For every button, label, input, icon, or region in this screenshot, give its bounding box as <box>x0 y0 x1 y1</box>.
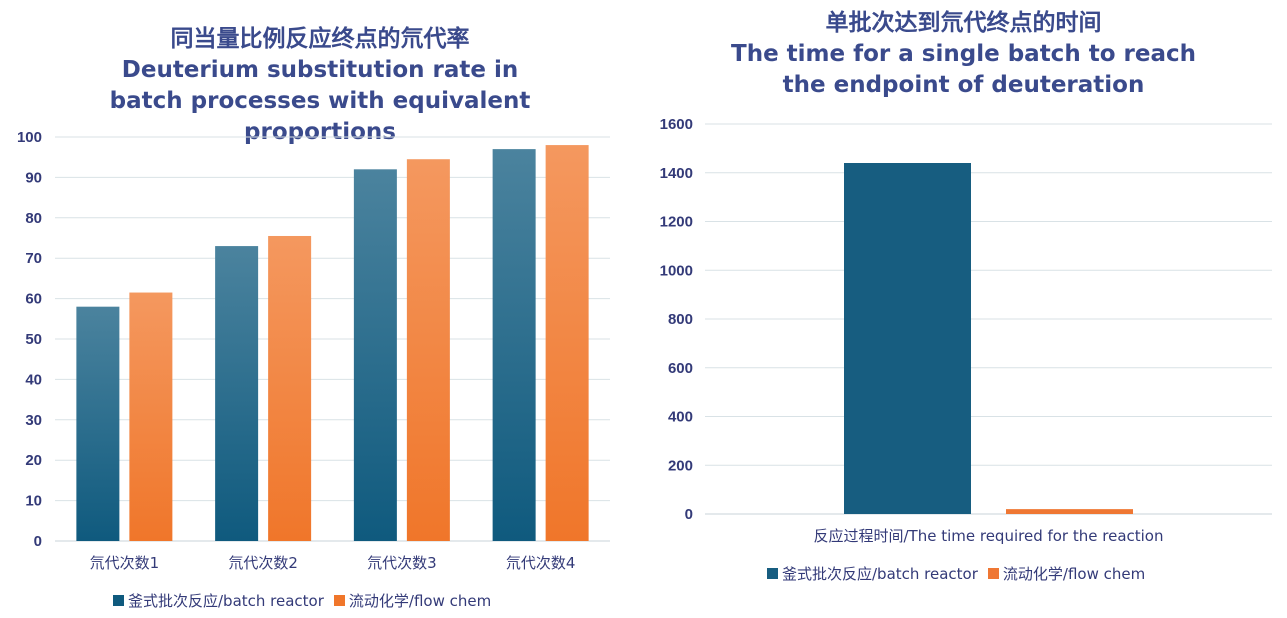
x-category-label: 氘代次数3 <box>367 554 437 572</box>
legend-swatch-flow <box>987 568 999 579</box>
y-tick-label: 1000 <box>660 262 693 279</box>
legend-swatch-batch <box>113 595 124 606</box>
chart-title-en-text: The time for a single batch to reach the… <box>731 41 1196 98</box>
legend-item-flow: 流动化学/flow chem <box>987 563 1146 584</box>
y-tick-label: 800 <box>668 311 693 328</box>
y-tick-label: 40 <box>25 371 42 388</box>
x-category-label: 反应过程时间/The time required for the reactio… <box>813 527 1163 545</box>
bar <box>1006 509 1133 514</box>
bar <box>129 292 173 541</box>
bar <box>215 246 259 541</box>
bar <box>268 235 312 542</box>
x-category-label: 氘代次数4 <box>506 554 576 572</box>
bar <box>406 159 450 541</box>
bar <box>76 306 120 541</box>
legend-label-flow: 流动化学/flow chem <box>348 592 492 610</box>
bar <box>353 169 397 541</box>
chart-panel-deuteration-rate: 同当量比例反应终点的氘代率 Deuterium substitution rat… <box>0 0 640 618</box>
legend-swatch-batch <box>767 568 778 579</box>
legend-item-batch: 釜式批次反应/batch reactor <box>767 563 978 584</box>
bar <box>844 163 971 514</box>
y-tick-label: 1600 <box>660 116 693 133</box>
chart-title-en: The time for a single batch to reach the… <box>640 39 1287 101</box>
y-tick-label: 0 <box>685 506 693 523</box>
y-tick-label: 600 <box>668 360 693 377</box>
legend-label-batch: 釜式批次反应/batch reactor <box>128 592 324 610</box>
y-tick-label: 80 <box>25 210 42 227</box>
y-tick-label: 1400 <box>660 165 693 182</box>
chart-title-en: Deuterium substitution rate in batch pro… <box>0 55 640 148</box>
chart-legend: 釜式批次反应/batch reactor 流动化学/flow chem <box>113 590 491 611</box>
bar <box>492 149 536 541</box>
y-tick-label: 400 <box>668 409 693 426</box>
y-tick-label: 200 <box>668 457 693 474</box>
chart-title-zh: 单批次达到氘代终点的时间 <box>825 10 1102 36</box>
y-tick-label: 90 <box>25 169 42 186</box>
y-tick-label: 70 <box>25 250 42 267</box>
y-tick-label: 1200 <box>660 214 693 231</box>
legend-swatch-flow <box>333 595 345 606</box>
legend-label-flow: 流动化学/flow chem <box>1002 565 1146 583</box>
chart-title: 单批次达到氘代终点的时间 The time for a single batch… <box>640 8 1287 101</box>
y-tick-label: 0 <box>34 533 42 550</box>
y-tick-label: 20 <box>25 452 42 469</box>
x-category-label: 氘代次数2 <box>228 554 298 572</box>
chart-title: 同当量比例反应终点的氘代率 Deuterium substitution rat… <box>0 24 640 148</box>
chart-title-en-text: Deuterium substitution rate in batch pro… <box>109 57 531 145</box>
y-tick-label: 100 <box>17 129 42 146</box>
legend-item-flow: 流动化学/flow chem <box>333 590 492 611</box>
bar-chart-right: 0 200 400 600 800 1000 1200 1400 1600 反应过程时间/The … <box>660 116 1272 545</box>
chart-legend: 釜式批次反应/batch reactor 流动化学/flow chem <box>767 563 1145 584</box>
chart-panel-reaction-time: 单批次达到氘代终点的时间 The time for a single batch… <box>640 0 1287 618</box>
bar-chart-left: 0 10 20 30 40 50 60 70 80 90 100 氘代次数1 氘代次数2 氘代次数3 氘代次… <box>17 129 610 572</box>
legend-label-batch: 釜式批次反应/batch reactor <box>782 565 978 583</box>
x-category-label: 氘代次数1 <box>90 554 160 572</box>
bar <box>545 145 589 541</box>
y-tick-label: 60 <box>25 291 42 308</box>
chart-title-zh: 同当量比例反应终点的氘代率 <box>170 26 470 52</box>
y-tick-label: 10 <box>25 493 42 510</box>
y-tick-label: 50 <box>25 331 42 348</box>
y-tick-label: 30 <box>25 412 42 429</box>
legend-item-batch: 釜式批次反应/batch reactor <box>113 590 324 611</box>
